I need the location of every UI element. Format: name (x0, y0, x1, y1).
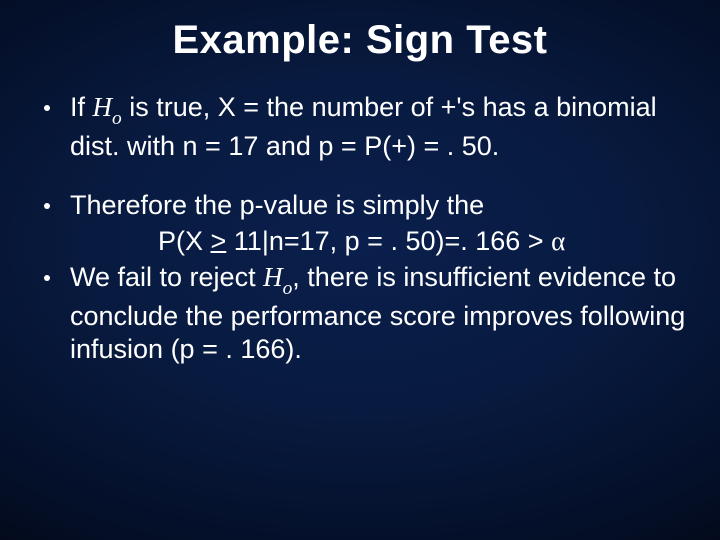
hypothesis-symbol: H (263, 262, 283, 292)
list-item: If Ho is true, X = the number of +'s has… (44, 91, 690, 163)
bullet-icon (44, 275, 50, 281)
bullet-text: Therefore the p-value is simply the (70, 189, 690, 223)
text-fragment: P(X (158, 226, 211, 256)
text-fragment: We fail to reject (70, 262, 263, 292)
list-item: We fail to reject Ho, there is insuffici… (44, 261, 690, 367)
bullet-icon (44, 105, 50, 111)
indented-formula: P(X > 11|n=17, p = . 50)=. 166 > α (158, 225, 690, 259)
bullet-text: If Ho is true, X = the number of +'s has… (70, 91, 690, 163)
hypothesis-subscript: o (283, 278, 293, 299)
text-fragment: If (70, 92, 93, 122)
text-fragment: is true, X = the number of +'s has a bin… (70, 92, 657, 161)
ge-symbol: > (211, 226, 227, 256)
bullet-icon (44, 203, 50, 209)
list-item: Therefore the p-value is simply the (44, 189, 690, 223)
text-fragment: Therefore the p-value is simply the (70, 190, 484, 220)
bullet-text: We fail to reject Ho, there is insuffici… (70, 261, 690, 367)
slide: Example: Sign Test If Ho is true, X = th… (0, 0, 720, 540)
hypothesis-subscript: o (112, 108, 122, 129)
hypothesis-symbol: H (93, 92, 113, 122)
alpha-symbol: α (551, 226, 565, 256)
slide-title: Example: Sign Test (30, 18, 690, 63)
text-fragment: 11|n=17, p = . 50)=. 166 > (226, 226, 551, 256)
bullet-list: If Ho is true, X = the number of +'s has… (30, 91, 690, 367)
